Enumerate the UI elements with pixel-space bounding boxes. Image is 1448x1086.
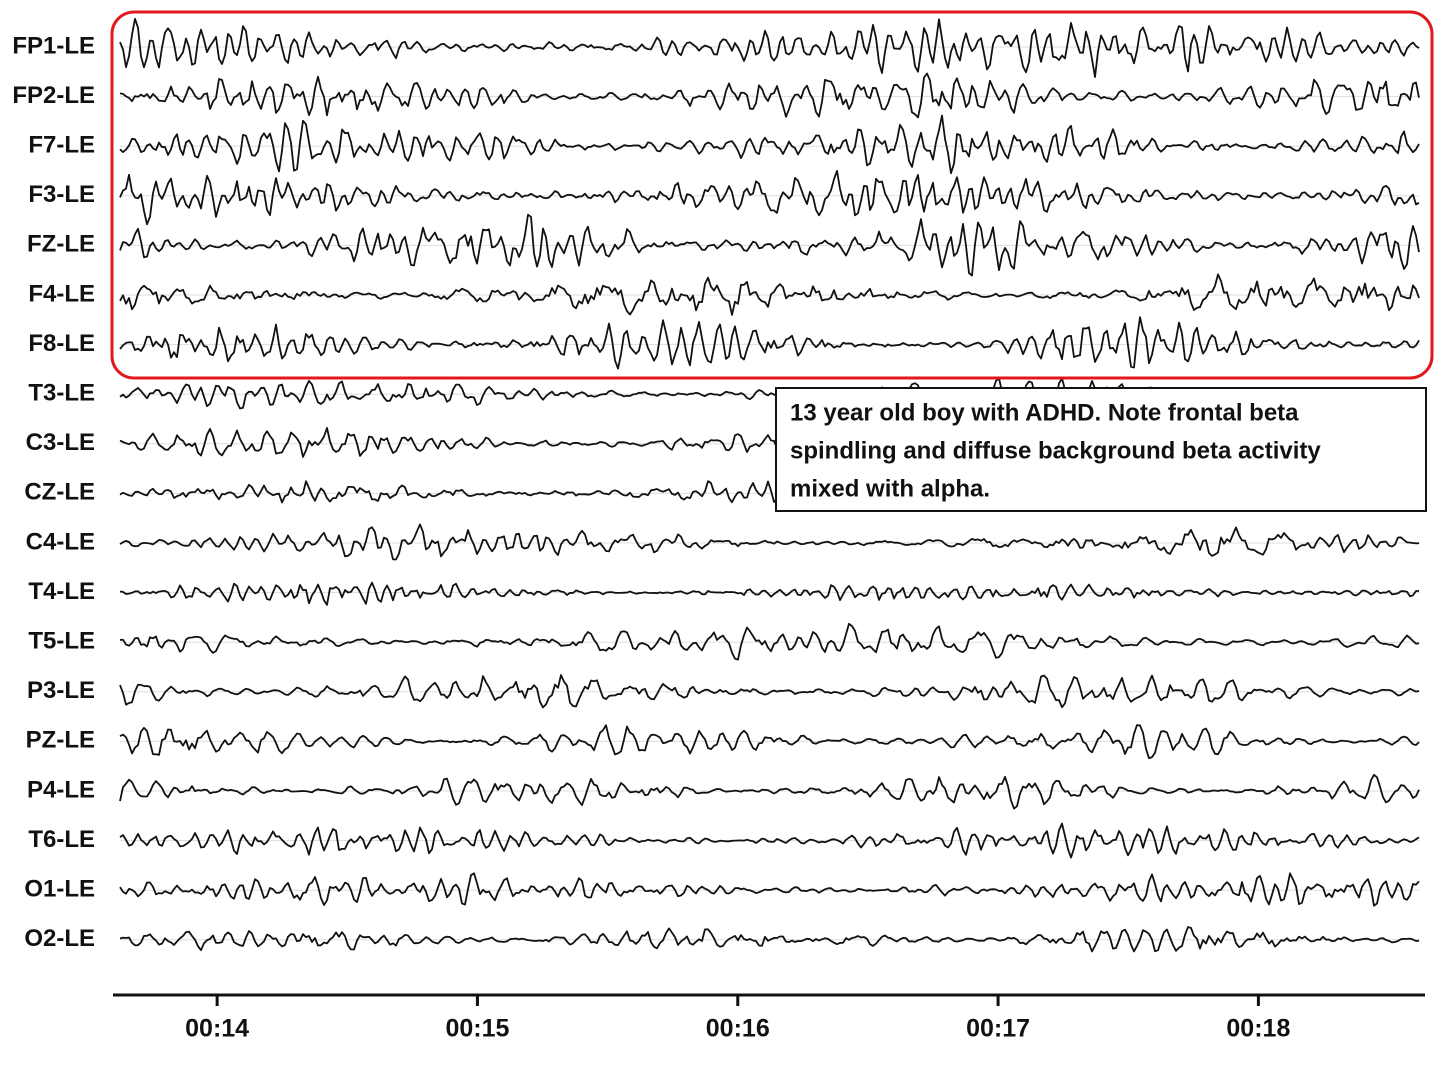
eeg-trace	[119, 72, 1420, 119]
eeg-trace	[119, 674, 1420, 709]
x-tick-label: 00:14	[185, 1015, 249, 1043]
eeg-trace	[119, 170, 1420, 226]
eeg-trace	[119, 523, 1420, 561]
eeg-trace	[119, 114, 1420, 175]
eeg-trace	[119, 773, 1420, 810]
channel-label: F8-LE	[28, 330, 95, 357]
eeg-trace	[119, 926, 1420, 953]
channel-label: F7-LE	[28, 132, 95, 159]
channel-label: P3-LE	[27, 677, 95, 704]
eeg-trace	[119, 273, 1420, 316]
eeg-trace	[119, 17, 1420, 78]
channel-label: O1-LE	[24, 876, 95, 903]
channel-label: T5-LE	[28, 628, 95, 655]
channel-label: FP1-LE	[12, 32, 95, 59]
channel-label: FZ-LE	[27, 231, 95, 258]
channel-label: FP2-LE	[12, 82, 95, 109]
traces	[119, 17, 1420, 953]
channel-label: F3-LE	[28, 181, 95, 208]
x-tick-label: 00:18	[1226, 1015, 1290, 1043]
highlight-box	[110, 10, 1434, 380]
x-tick-label: 00:16	[706, 1015, 770, 1043]
eeg-trace	[119, 872, 1420, 907]
channel-label: O2-LE	[24, 925, 95, 952]
channel-label: F4-LE	[28, 280, 95, 307]
annotation-line: 13 year old boy with ADHD. Note frontal …	[790, 399, 1299, 426]
eeg-trace	[119, 581, 1419, 606]
channel-label: C3-LE	[26, 429, 95, 456]
channel-label: C4-LE	[26, 528, 95, 555]
channel-label: PZ-LE	[26, 727, 95, 754]
annotation-box	[775, 387, 1427, 512]
channel-label: T4-LE	[28, 578, 95, 605]
eeg-trace	[119, 316, 1420, 370]
x-tick-label: 00:15	[445, 1015, 509, 1043]
eeg-trace	[119, 822, 1420, 859]
channel-label: P4-LE	[27, 776, 95, 803]
channel-label: CZ-LE	[24, 479, 95, 506]
eeg-trace	[119, 724, 1420, 760]
channel-label: T6-LE	[28, 826, 95, 853]
channel-label: T3-LE	[28, 380, 95, 407]
annotation-line: mixed with alpha.	[790, 475, 990, 502]
x-tick-label: 00:17	[966, 1015, 1030, 1043]
annotation-line: spindling and diffuse background beta ac…	[790, 437, 1321, 464]
eeg-trace	[119, 213, 1420, 277]
eeg-trace	[119, 622, 1420, 661]
